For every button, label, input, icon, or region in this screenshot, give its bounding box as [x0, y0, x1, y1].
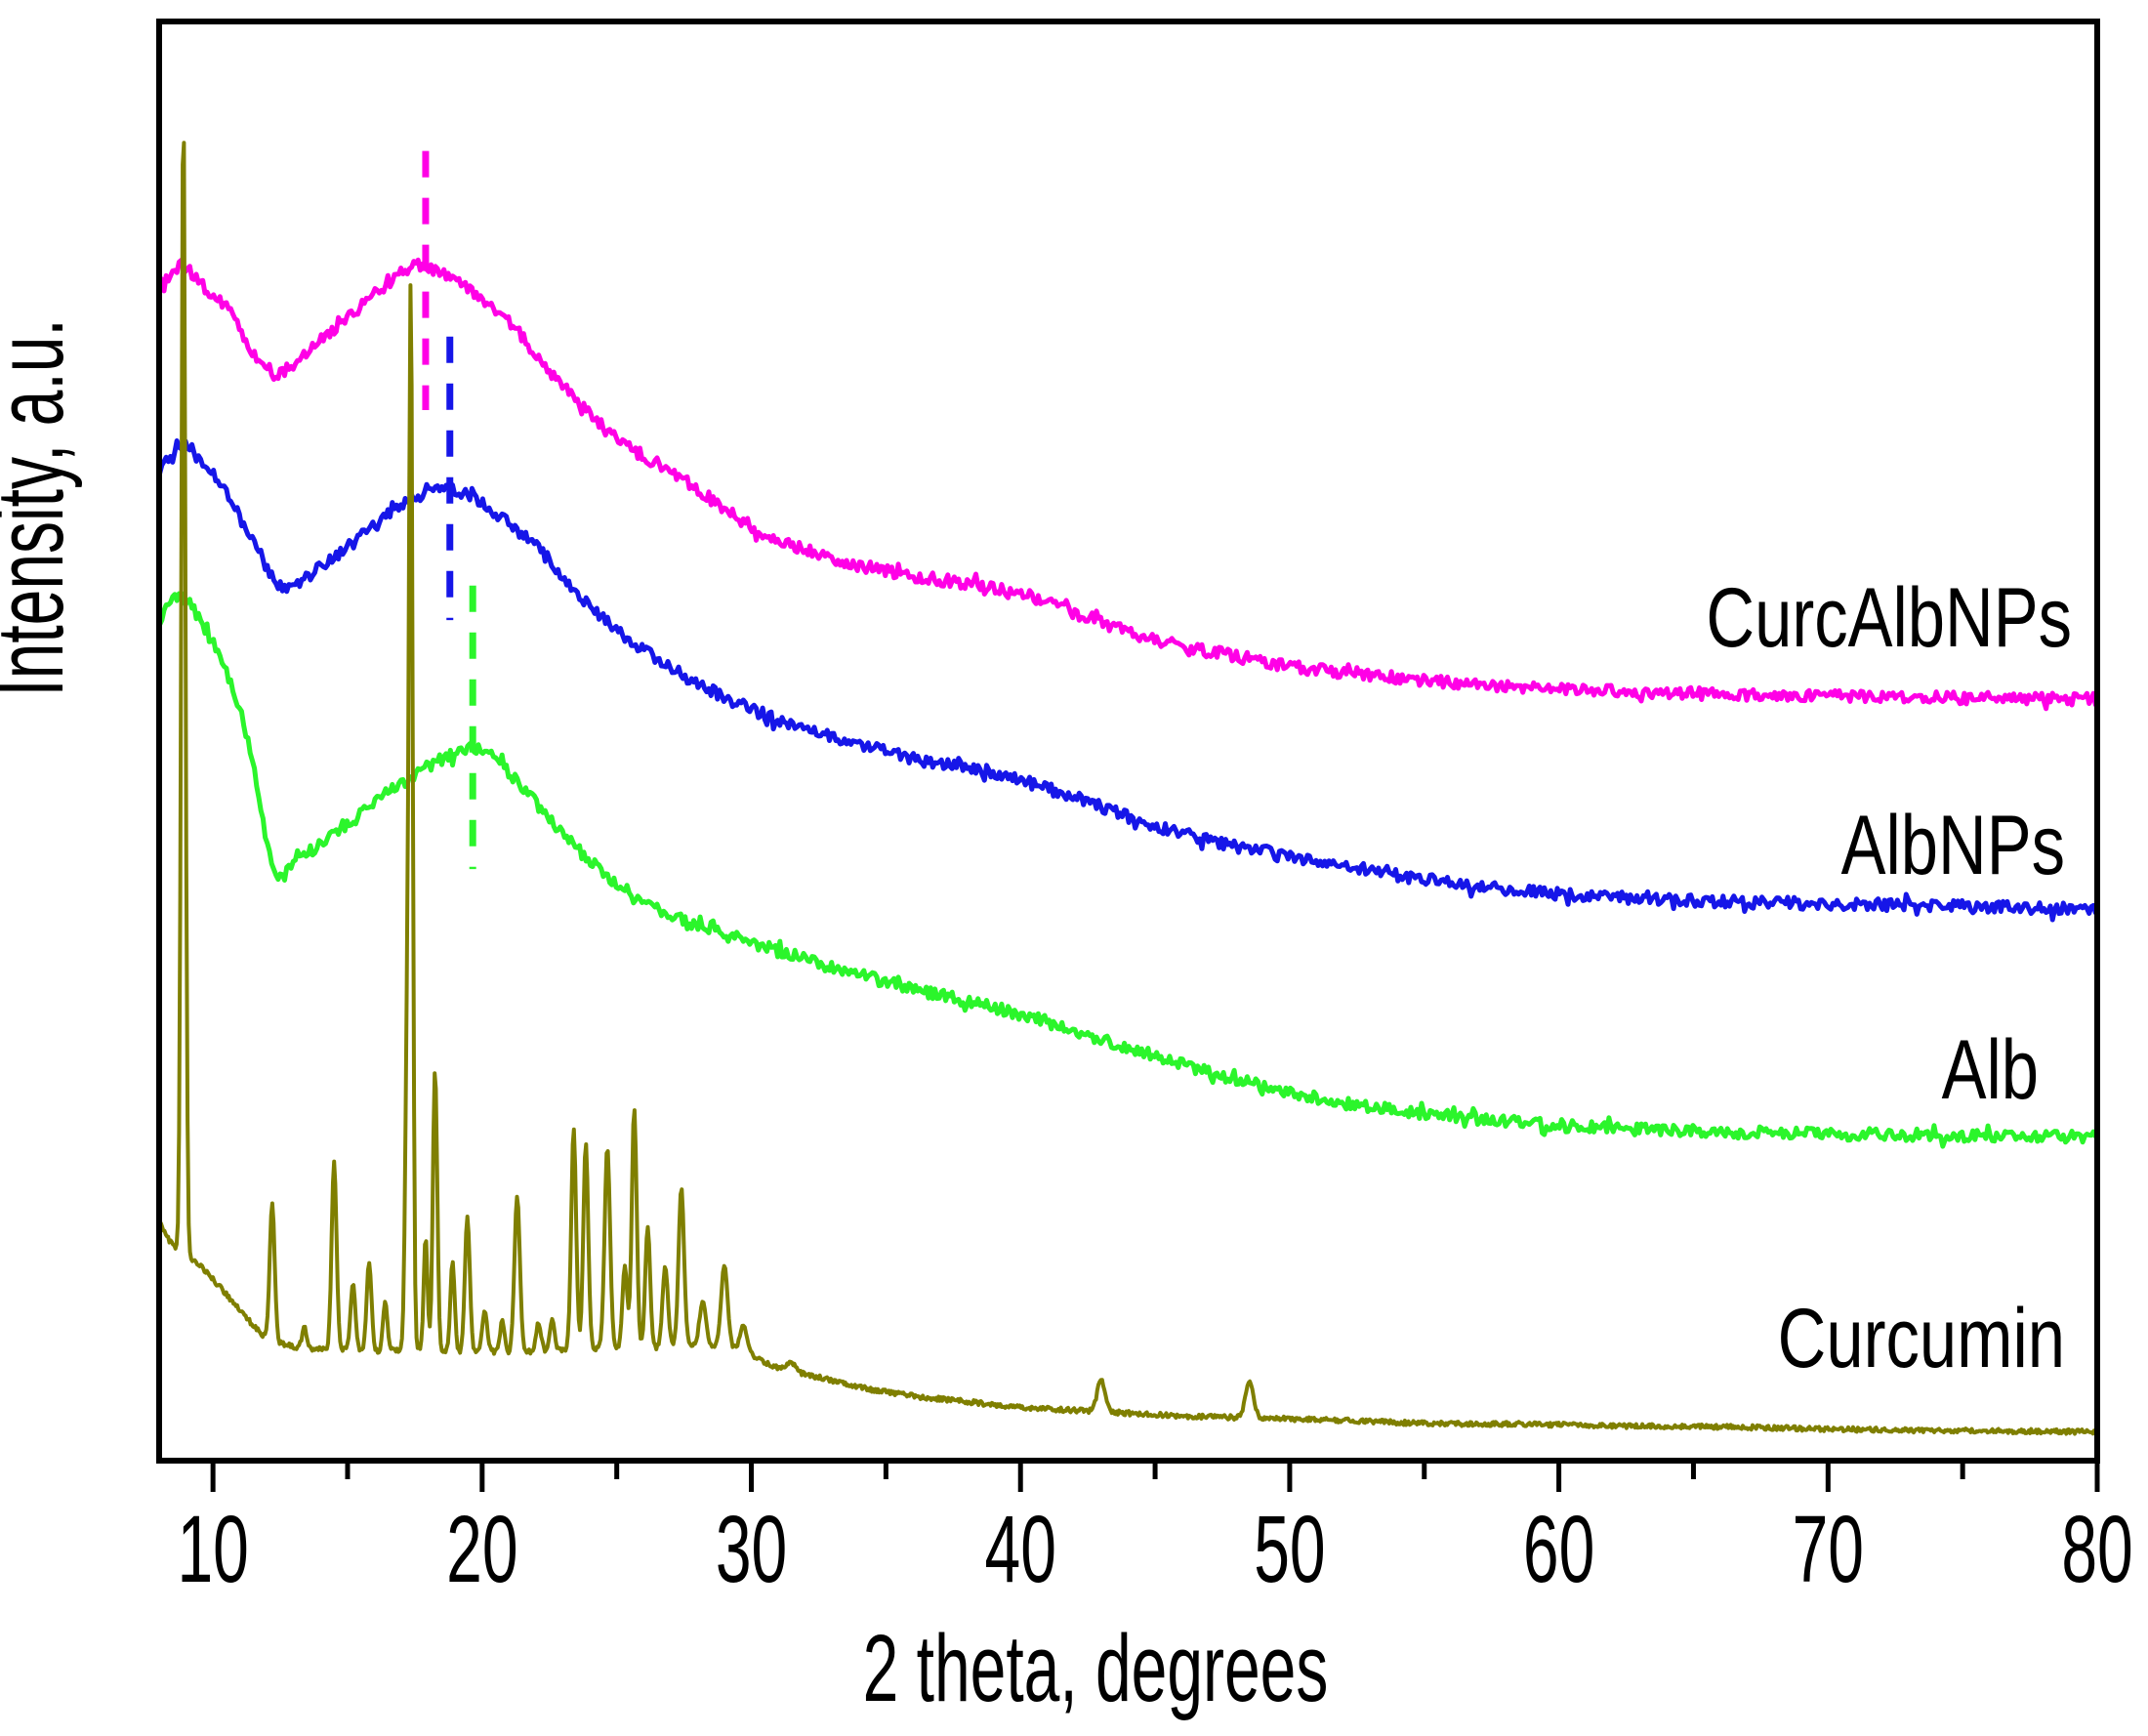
series-label-curcumin: Curcumin: [1778, 1292, 2065, 1385]
plot-frame: [156, 19, 2100, 1464]
series-label-curcalbnps: CurcAlbNPs: [1706, 571, 2072, 665]
curve-alb: [159, 591, 2097, 1149]
curve-albnps: [159, 437, 2097, 923]
y-axis-label: Intensity, a.u.: [0, 318, 83, 696]
x-tick-label: 50: [1254, 1496, 1325, 1602]
plot-area: 10 20 30 40 50 60 70 80: [156, 19, 2133, 1602]
x-tick-label: 60: [1523, 1496, 1594, 1602]
x-tick-label: 80: [2061, 1496, 2132, 1602]
x-tick-label: 30: [716, 1496, 787, 1602]
x-tick-label: 40: [985, 1496, 1056, 1602]
series-label-albnps: AlbNPs: [1841, 799, 2065, 892]
series-label-alb: Alb: [1942, 1023, 2039, 1117]
x-axis-label: 2 theta, degrees: [863, 1615, 1329, 1721]
x-tick-label: 10: [177, 1496, 248, 1602]
x-tick-label: 20: [446, 1496, 517, 1602]
curve-curcumin: [159, 141, 2097, 1436]
x-tick-label: 70: [1793, 1496, 1864, 1602]
curve-curcalbnps: [159, 257, 2097, 712]
